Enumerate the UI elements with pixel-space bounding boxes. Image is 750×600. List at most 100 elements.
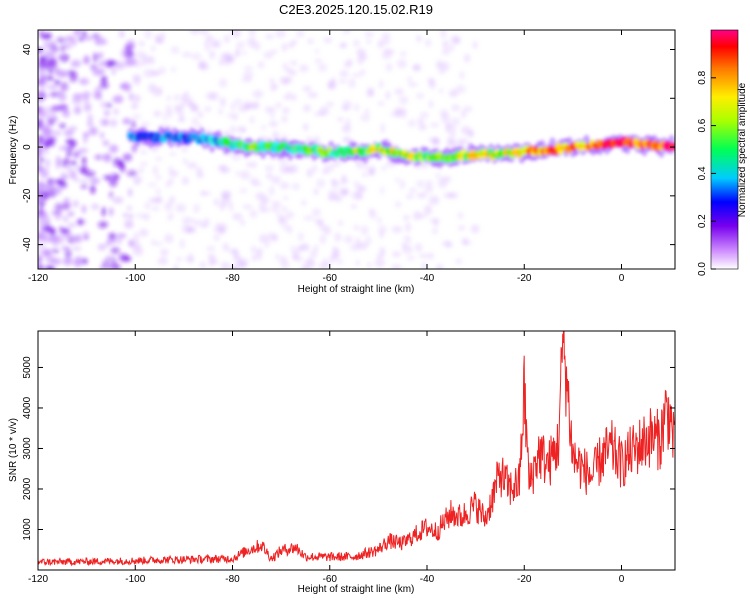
spectrogram-speckle	[281, 115, 288, 123]
spectrogram-speckle	[451, 117, 461, 126]
spectrogram-speckle	[219, 97, 226, 107]
spectrogram-speckle	[257, 61, 265, 69]
spectrogram-speckle	[40, 225, 50, 231]
spectrogram-x-tick-label: -100	[125, 273, 145, 284]
spectrogram-speckle	[459, 138, 470, 145]
snr-background	[38, 331, 675, 570]
spectrogram-speckle	[199, 261, 207, 269]
spectrogram-speckle	[356, 48, 366, 57]
spectrogram-speckle	[47, 68, 52, 75]
spectrogram-speckle	[357, 186, 368, 193]
spectrogram-speckle	[336, 259, 344, 265]
spectrogram-speckle	[139, 161, 148, 166]
spectrogram-speckle	[49, 91, 60, 98]
spectrogram-speckle	[441, 175, 452, 184]
spectrogram-speckle	[337, 117, 344, 122]
spectrogram-speckle	[124, 43, 135, 50]
spectrogram-speckle	[297, 232, 305, 242]
spectrogram-speckle	[285, 211, 295, 219]
spectrogram-speckle	[192, 219, 203, 226]
snr-x-tick-label: 0	[619, 574, 625, 585]
spectrogram-speckle	[93, 92, 101, 100]
spectrogram-speckle	[111, 257, 117, 267]
spectrogram-speckle	[464, 53, 471, 63]
spectrogram-y-tick-label: -20	[22, 188, 33, 203]
spectrogram-speckle	[82, 56, 91, 65]
spectrogram-speckle	[60, 44, 65, 53]
spectrogram-speckle	[228, 248, 239, 254]
spectrogram-speckle	[403, 215, 410, 221]
spectrogram-speckle	[59, 82, 67, 90]
spectrogram-y-axis: -40 -20 0 20 40	[22, 44, 675, 252]
spectrogram-x-tick-label: -60	[323, 273, 338, 284]
spectrogram-speckle	[430, 139, 441, 144]
spectrogram-speckle	[67, 211, 75, 217]
spectrogram-speckle	[163, 233, 174, 244]
spectrogram-speckle	[405, 222, 412, 233]
spectrogram-speckle	[231, 112, 238, 121]
spectrogram-speckle	[306, 38, 315, 45]
snr-y-tick-label: 2000	[22, 477, 33, 500]
spectrogram-speckle	[90, 184, 96, 195]
spectrogram-speckle	[143, 68, 154, 78]
spectrogram-speckle	[113, 108, 119, 116]
spectrogram-speckle	[197, 122, 202, 129]
spectrogram-speckle	[73, 165, 81, 171]
snr-series-line	[38, 331, 675, 567]
spectrogram-speckle	[354, 103, 360, 112]
spectrogram-speckle	[423, 204, 433, 215]
spectrogram-speckle	[234, 50, 241, 58]
spectrogram-speckle	[331, 179, 340, 189]
spectrogram-speckle	[91, 33, 101, 39]
spectrogram-speckle	[48, 187, 53, 197]
spectrogram-speckle	[261, 124, 266, 131]
snr-y-tick-label: 3000	[22, 437, 33, 460]
spectrogram-speckle	[223, 34, 230, 44]
spectrogram-speckle	[448, 89, 459, 98]
spectrogram-speckle	[377, 39, 384, 49]
spectrogram-speckle	[70, 61, 81, 68]
spectrogram-speckle	[168, 212, 174, 219]
spectrogram-speckle	[155, 156, 163, 162]
spectrogram-speckle	[186, 161, 198, 169]
spectrogram-speckle	[57, 181, 68, 188]
spectrogram-speckle	[368, 208, 374, 214]
spectrogram-speckle	[415, 92, 425, 100]
spectrogram-speckle	[197, 111, 204, 119]
spectrogram-y-tick-label: 20	[22, 92, 33, 104]
spectrogram-speckle	[331, 77, 336, 84]
spectrogram-speckle	[54, 202, 63, 212]
spectrogram-speckle	[343, 235, 354, 244]
spectrogram-speckle	[90, 203, 100, 210]
spectrogram-speckle	[343, 60, 353, 69]
spectrogram-speckle	[155, 36, 165, 44]
spectrogram-speckle	[263, 51, 273, 59]
spectrogram-speckle	[309, 249, 318, 258]
spectrogram-speckle	[385, 63, 393, 72]
spectrogram-speckle	[281, 43, 288, 52]
spectrogram-speckle	[407, 76, 412, 83]
spectrogram-speckle	[318, 262, 330, 269]
spectrogram-speckle	[455, 84, 466, 94]
spectrogram-speckle	[72, 246, 82, 251]
spectrogram-speckle	[123, 154, 133, 163]
spectrogram-speckle	[291, 93, 297, 102]
spectrogram-speckle	[302, 104, 311, 112]
spectrogram-speckle	[438, 182, 447, 189]
spectrogram-speckle	[300, 264, 310, 269]
spectrogram-speckle	[350, 243, 360, 252]
spectrogram-speckle	[367, 261, 372, 268]
spectrogram-speckle	[168, 151, 177, 156]
spectrogram-speckle	[435, 63, 444, 70]
spectrogram-speckle	[147, 83, 157, 93]
spectrogram-speckle	[64, 158, 69, 164]
spectrogram-speckle	[293, 249, 300, 259]
spectrogram-speckle	[81, 156, 87, 166]
spectrogram-speckle	[130, 119, 136, 130]
spectrogram-speckle	[398, 95, 409, 105]
spectrogram-speckle	[102, 258, 112, 266]
spectrogram-speckle	[441, 48, 451, 56]
spectrogram-speckle	[184, 226, 194, 234]
spectrogram-speckle	[152, 165, 159, 176]
spectrogram-speckle	[100, 39, 109, 45]
